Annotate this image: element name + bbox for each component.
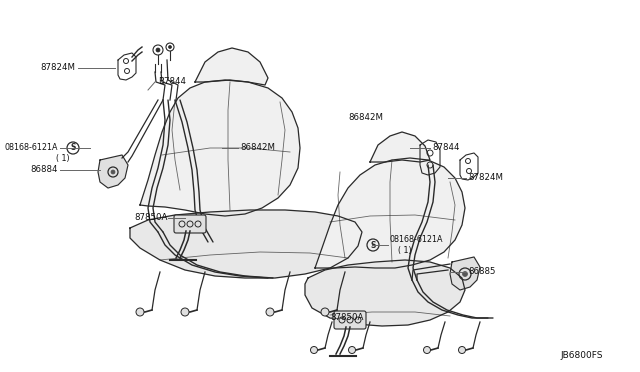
Text: S: S bbox=[70, 144, 76, 153]
Circle shape bbox=[463, 272, 467, 276]
Circle shape bbox=[321, 308, 329, 316]
Circle shape bbox=[136, 308, 144, 316]
Text: 08168-6121A: 08168-6121A bbox=[4, 144, 58, 153]
Text: 08168-6121A: 08168-6121A bbox=[390, 235, 444, 244]
Circle shape bbox=[111, 170, 115, 174]
Polygon shape bbox=[370, 132, 430, 162]
Text: 86842M: 86842M bbox=[348, 113, 383, 122]
Text: 87850A: 87850A bbox=[330, 314, 364, 323]
Circle shape bbox=[266, 308, 274, 316]
Text: ( 1): ( 1) bbox=[56, 154, 70, 164]
Polygon shape bbox=[305, 260, 465, 326]
Text: 86884: 86884 bbox=[31, 166, 58, 174]
Circle shape bbox=[424, 346, 431, 353]
Text: 87824M: 87824M bbox=[468, 173, 503, 183]
Polygon shape bbox=[315, 158, 465, 268]
Polygon shape bbox=[195, 48, 268, 85]
Text: ( 1): ( 1) bbox=[398, 247, 412, 256]
Text: 86885: 86885 bbox=[468, 267, 495, 276]
Text: 86842M: 86842M bbox=[240, 144, 275, 153]
Circle shape bbox=[310, 346, 317, 353]
Polygon shape bbox=[140, 80, 300, 216]
Text: JB6800FS: JB6800FS bbox=[560, 350, 602, 359]
Polygon shape bbox=[130, 210, 362, 278]
Polygon shape bbox=[450, 257, 480, 290]
Circle shape bbox=[458, 346, 465, 353]
Text: 87850A: 87850A bbox=[134, 214, 168, 222]
Circle shape bbox=[181, 308, 189, 316]
Text: B7844: B7844 bbox=[158, 77, 186, 87]
Circle shape bbox=[349, 346, 355, 353]
Polygon shape bbox=[98, 155, 128, 188]
Circle shape bbox=[156, 48, 160, 52]
Circle shape bbox=[168, 45, 172, 48]
Text: 87844: 87844 bbox=[432, 144, 460, 153]
Text: S: S bbox=[371, 241, 376, 250]
FancyBboxPatch shape bbox=[174, 215, 206, 233]
FancyBboxPatch shape bbox=[334, 311, 366, 329]
Text: 87824M: 87824M bbox=[40, 64, 75, 73]
